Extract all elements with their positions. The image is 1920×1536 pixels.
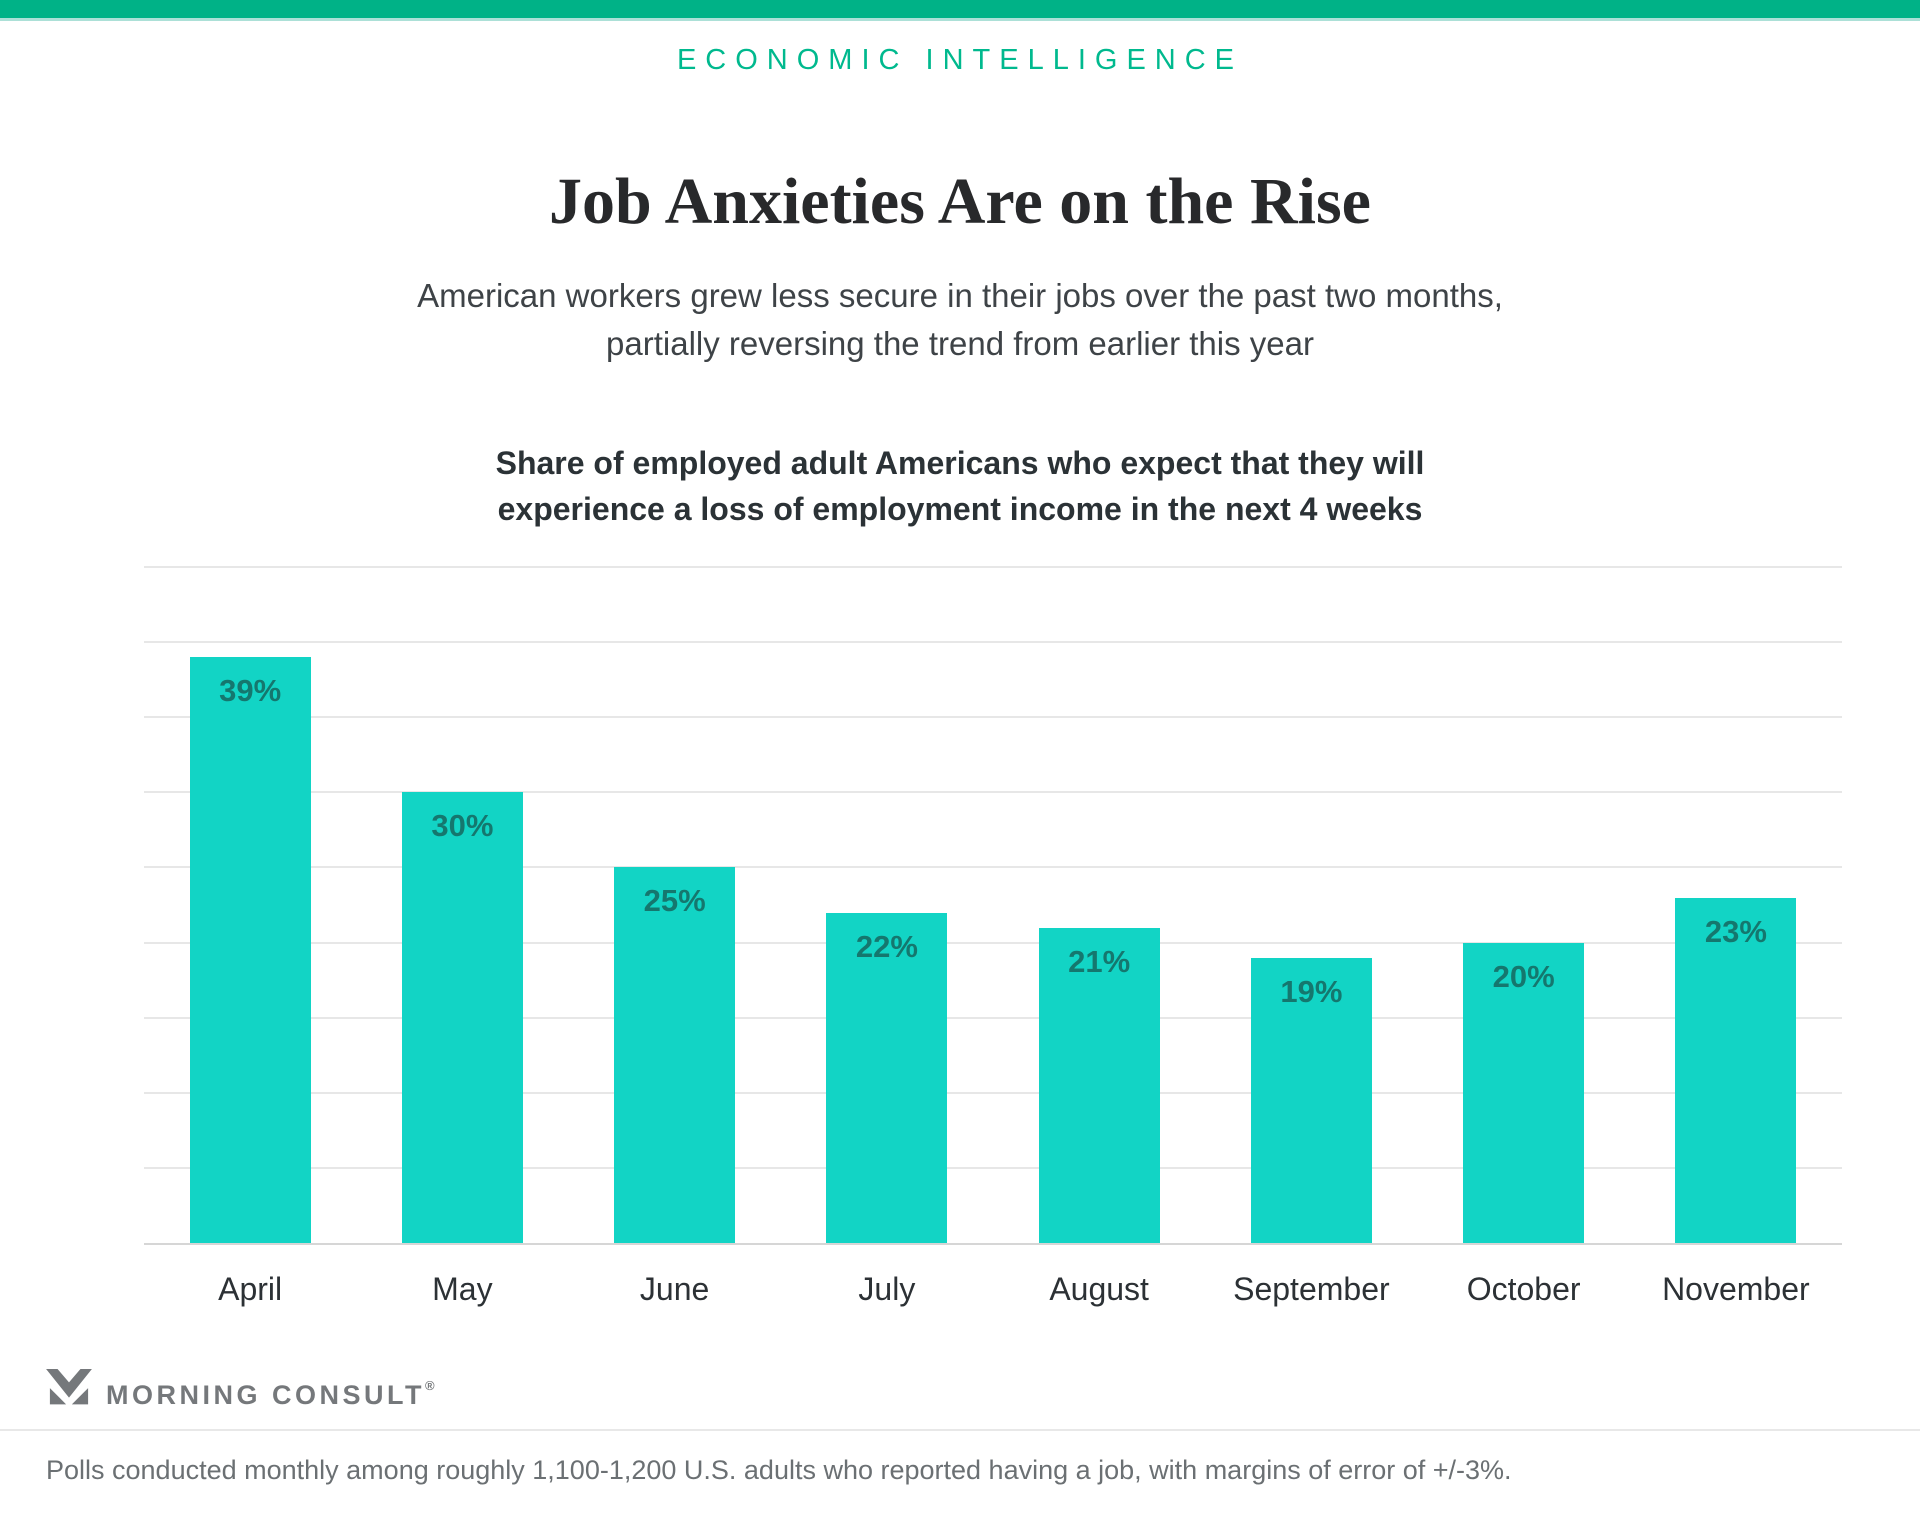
bar-september: 19% [1250,957,1372,1243]
morning-consult-logo: MORNING CONSULT® [46,1368,435,1412]
bar-value-label-april: 39% [219,673,282,709]
top-banner-light-strip [0,18,1920,21]
bar-value-label-june: 25% [643,883,706,919]
top-banner [0,0,1920,18]
x-axis-label-april: April [218,1271,283,1307]
bar-april: 39% [189,657,311,1243]
gridline-5 [144,1166,1842,1169]
registered-mark: ® [424,1377,435,1393]
bar-june: 25% [614,867,736,1243]
mc-monogram-icon [46,1369,92,1405]
bar-october: 20% [1463,942,1585,1243]
x-axis-label-may: May [432,1271,493,1307]
bar-value-label-september: 19% [1280,973,1343,1009]
logo-wordmark: MORNING CONSULT [106,1379,425,1410]
x-axis-label-november: November [1662,1271,1810,1307]
page-subtitle: American workers grew less secure in the… [0,272,1920,368]
page-subtitle-line-2: partially reversing the trend from earli… [606,325,1314,362]
gridline-40 [144,641,1842,644]
chart-heading: Share of employed adult Americans who ex… [0,440,1920,532]
bar-value-label-october: 20% [1492,958,1555,994]
chart-heading-line-1: Share of employed adult Americans who ex… [495,445,1425,481]
bar-value-label-august: 21% [1068,943,1131,979]
gridline-10 [144,1091,1842,1094]
bar-chart-plot-area: 39% 30% 25% 22% 21% 19% 20% 23% [144,566,1842,1245]
bar-august: 21% [1038,927,1160,1243]
x-axis-label-august: August [1049,1271,1149,1307]
bar-value-label-july: 22% [855,928,918,964]
gridline-20 [144,941,1842,944]
gridline-15 [144,1016,1842,1019]
bar-value-label-november: 23% [1704,913,1767,949]
page-title: Job Anxieties Are on the Rise [549,165,1371,238]
x-axis-label-june: June [639,1271,710,1307]
bar-may: 30% [401,792,523,1243]
x-axis-label-september: September [1233,1271,1390,1307]
gridline-30 [144,791,1842,794]
logo-text: MORNING CONSULT® [106,1364,435,1417]
x-axis-labels: April May June July August September October No… [144,1268,1842,1310]
gridline-25 [144,866,1842,869]
x-axis-label-october: October [1466,1271,1581,1307]
bar-november: 23% [1675,897,1797,1243]
footer-note: Polls conducted monthly among roughly 1,… [46,1455,1512,1485]
page-subtitle-line-1: American workers grew less secure in the… [417,277,1503,314]
eyebrow-label: ECONOMIC INTELLIGENCE [676,44,1244,76]
bar-july: 22% [826,912,948,1243]
chart-heading-line-2: experience a loss of employment income i… [497,491,1423,527]
gridline-35 [144,716,1842,719]
x-axis-label-july: July [858,1271,916,1307]
gridline-45 [144,566,1842,568]
footer-divider [0,1429,1920,1431]
bar-value-label-may: 30% [431,808,494,844]
